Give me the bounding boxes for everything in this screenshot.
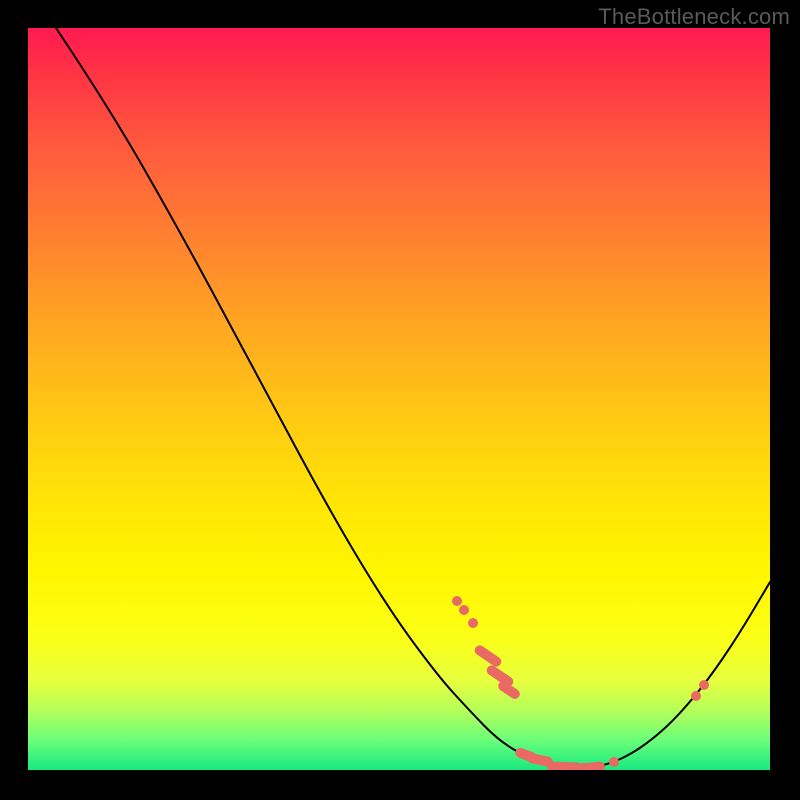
data-marker — [609, 757, 619, 767]
curve-svg — [28, 28, 770, 770]
data-marker — [459, 605, 469, 615]
data-marker-pill — [587, 761, 606, 770]
data-marker-pill — [473, 643, 503, 668]
data-marker — [699, 680, 709, 690]
elongated-markers-group — [473, 643, 606, 770]
bottleneck-curve — [56, 28, 770, 768]
plot-area — [28, 28, 770, 770]
data-marker — [452, 596, 462, 606]
watermark-text: TheBottleneck.com — [598, 4, 790, 30]
data-marker — [468, 618, 478, 628]
data-marker — [691, 691, 701, 701]
round-markers-group — [452, 596, 709, 767]
